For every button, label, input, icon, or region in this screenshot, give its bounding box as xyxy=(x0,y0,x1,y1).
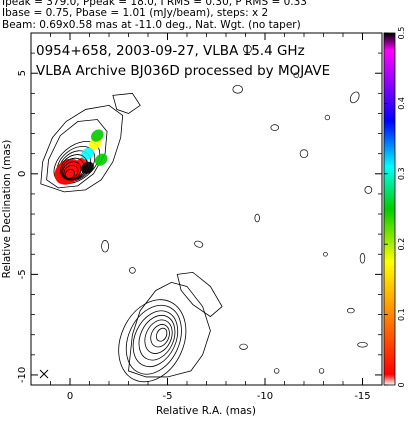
noise-contour xyxy=(359,253,366,264)
colorbar-tick-label: 0.3 xyxy=(397,167,406,180)
noise-contour xyxy=(318,368,325,374)
x-tick-label: -10 xyxy=(257,391,273,402)
colorbar-tick-label: 0.1 xyxy=(397,308,406,321)
colorbar-ticks: 0 0.1 0.2 0.3 0.4 0.5 xyxy=(384,27,406,388)
noise-contour xyxy=(232,85,243,94)
x-axis-label: Relative R.A. (mas) xyxy=(156,405,256,417)
pol-patch xyxy=(81,147,94,160)
knot-contour xyxy=(125,304,182,375)
core-overlay-contour xyxy=(60,154,88,181)
axis-ticks: 0 -5 -10 -15 5 0 -5 -10 xyxy=(17,33,382,402)
x-tick-label: 0 xyxy=(67,391,73,402)
x-tick-label: -15 xyxy=(354,391,370,402)
y-tick-label: 0 xyxy=(17,171,28,177)
y-tick-label: -5 xyxy=(17,269,28,279)
noise-contour xyxy=(270,124,280,131)
colorbar-tick-label: 0 xyxy=(397,382,406,387)
pol-patch xyxy=(81,161,94,174)
beam-marker xyxy=(39,369,49,379)
noise-contour xyxy=(357,342,368,348)
y-tick-label: -10 xyxy=(17,367,28,383)
colorbar-tick-label: 0.4 xyxy=(397,97,406,110)
knot-extension-contour xyxy=(176,271,223,318)
noise-contour xyxy=(239,343,248,350)
noise-contour xyxy=(129,267,136,274)
chart-subtitle: VLBA Archive BJ036D processed by MOJAVE xyxy=(36,63,330,79)
knot-contour xyxy=(150,324,170,348)
jet-far-contour xyxy=(112,92,141,114)
pol-patch xyxy=(91,129,104,142)
header-line-1: Ipeak = 379.0, Ppeak = 18.0, I RMS = 0.3… xyxy=(2,0,307,8)
header-line-2: Ibase = 0.75, Pbase = 1.01 (mJy/beam), s… xyxy=(2,7,269,19)
noise-contour xyxy=(194,240,204,248)
polarization-layer xyxy=(54,129,108,185)
contour-layer xyxy=(40,44,373,383)
x-tick-label: -5 xyxy=(163,391,173,402)
colorbar-tick-label: 0.5 xyxy=(397,27,406,40)
noise-contour xyxy=(364,186,373,194)
header-line-3: Beam: 0.69x0.58 mas at -11.0 deg., Nat. … xyxy=(2,19,301,31)
noise-contour xyxy=(324,114,331,121)
noise-contour xyxy=(254,213,260,223)
jet-inner-contour xyxy=(46,119,108,189)
colorbar-tick-label: 0.2 xyxy=(397,238,406,251)
noise-contour xyxy=(323,251,328,257)
knot-envelope-contour xyxy=(128,281,211,378)
core-overlay-contour xyxy=(63,165,79,180)
colorbar xyxy=(383,32,396,386)
noise-contour xyxy=(349,91,360,104)
knot-contour xyxy=(138,314,176,361)
y-axis-label: Relative Declination (mas) xyxy=(1,140,13,279)
noise-contour xyxy=(299,149,309,158)
jet-envelope-contour xyxy=(40,104,124,193)
noise-contour xyxy=(243,44,252,54)
core-overlay-contour xyxy=(61,157,85,181)
noise-contour xyxy=(293,72,299,78)
core-overlay-contour xyxy=(65,168,75,179)
chart-title: 0954+658, 2003-09-27, VLBA 15.4 GHz xyxy=(36,43,305,59)
knot-contour xyxy=(155,327,168,342)
plot-frame xyxy=(30,32,383,386)
knot-contour xyxy=(118,299,187,383)
knot-contour xyxy=(132,310,179,368)
noise-contour xyxy=(101,240,109,253)
knot-contour xyxy=(144,319,173,354)
core-overlay-contour xyxy=(62,161,82,180)
pol-patch xyxy=(94,153,108,166)
y-tick-label: 5 xyxy=(17,70,28,76)
noise-contour xyxy=(346,307,355,314)
noise-contour xyxy=(274,368,280,374)
